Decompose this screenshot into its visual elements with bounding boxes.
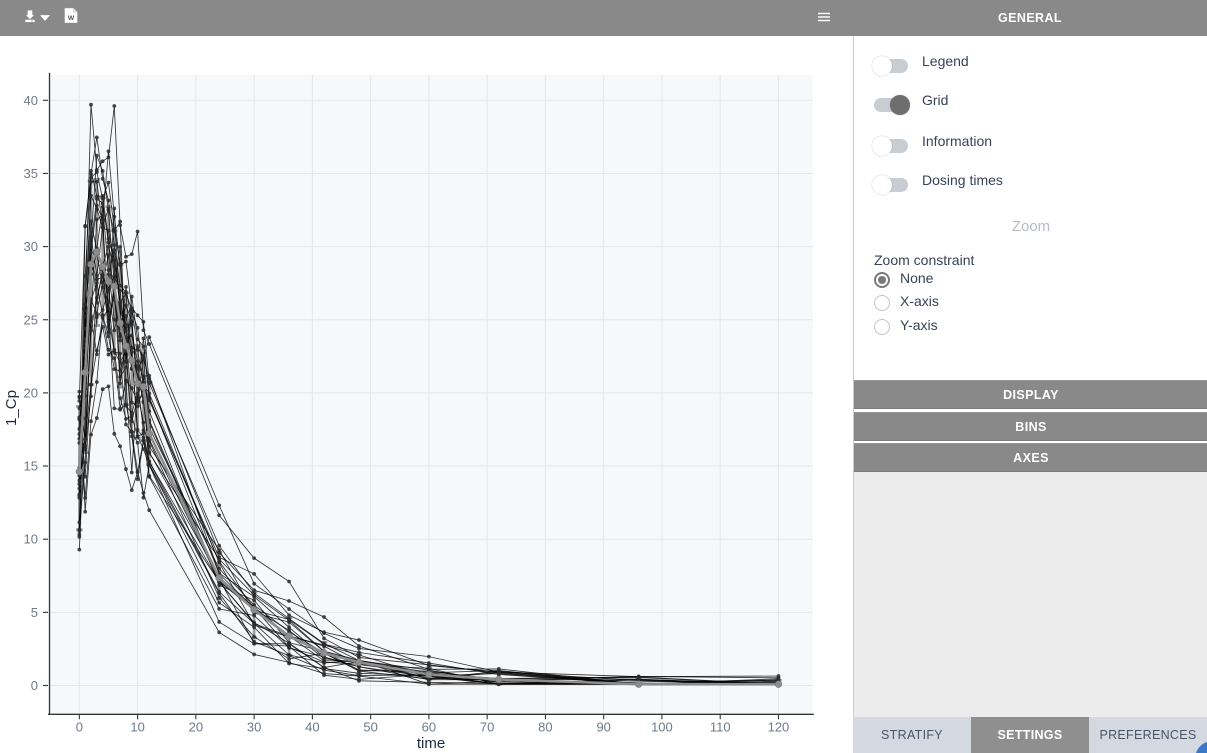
svg-text:50: 50: [363, 719, 377, 734]
svg-text:W: W: [68, 15, 75, 22]
svg-text:60: 60: [422, 719, 436, 734]
svg-text:15: 15: [24, 459, 38, 474]
svg-text:70: 70: [480, 719, 494, 734]
svg-text:100: 100: [651, 719, 673, 734]
svg-text:10: 10: [130, 719, 144, 734]
svg-text:40: 40: [24, 93, 38, 108]
svg-text:35: 35: [24, 166, 38, 181]
svg-text:5: 5: [31, 605, 38, 620]
svg-text:10: 10: [24, 532, 38, 547]
svg-text:25: 25: [24, 312, 38, 327]
svg-text:30: 30: [247, 719, 261, 734]
svg-text:80: 80: [538, 719, 552, 734]
svg-text:20: 20: [189, 719, 203, 734]
svg-text:0: 0: [76, 719, 83, 734]
svg-text:30: 30: [24, 239, 38, 254]
svg-text:20: 20: [24, 385, 38, 400]
svg-text:120: 120: [768, 719, 790, 734]
svg-text:110: 110: [710, 719, 731, 734]
svg-text:0: 0: [31, 678, 38, 693]
svg-text:90: 90: [596, 719, 610, 734]
svg-text:40: 40: [305, 719, 319, 734]
